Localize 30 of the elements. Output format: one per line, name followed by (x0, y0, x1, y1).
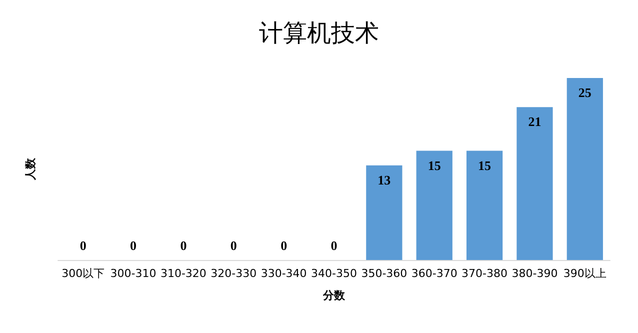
x-tick-label: 380-390 (512, 267, 558, 280)
data-label: 13 (378, 172, 392, 188)
x-axis-title: 分数 (322, 289, 346, 302)
bar (366, 165, 402, 260)
x-tick-label: 350-360 (361, 267, 408, 280)
y-axis-title: 人数 (24, 157, 37, 181)
x-tick-label: 390以上 (563, 267, 606, 280)
bar (516, 107, 553, 260)
data-label: 21 (528, 114, 542, 130)
x-tick-label: 340-350 (311, 267, 357, 280)
x-tick-label: 310-320 (160, 267, 206, 280)
bar (466, 150, 503, 260)
data-label: 0 (130, 238, 137, 253)
data-label: 0 (280, 238, 288, 253)
x-tick-label: 330-340 (260, 267, 307, 280)
x-tick-label: 320-330 (210, 267, 257, 280)
data-label: 0 (80, 238, 86, 253)
x-tick-label: 360-370 (411, 267, 458, 280)
data-label: 0 (230, 238, 237, 253)
data-label: 25 (578, 85, 592, 100)
data-label: 15 (428, 158, 442, 173)
data-label: 0 (330, 238, 338, 253)
x-tick-label: 370-380 (462, 267, 508, 280)
chart-title: 计算机技术 (259, 19, 379, 47)
x-tick-label: 300以下 (62, 267, 105, 280)
bar (416, 150, 452, 260)
data-label: 0 (180, 238, 187, 253)
x-tick-label: 300-310 (110, 267, 156, 280)
data-label: 15 (478, 158, 492, 173)
bar (566, 78, 603, 260)
